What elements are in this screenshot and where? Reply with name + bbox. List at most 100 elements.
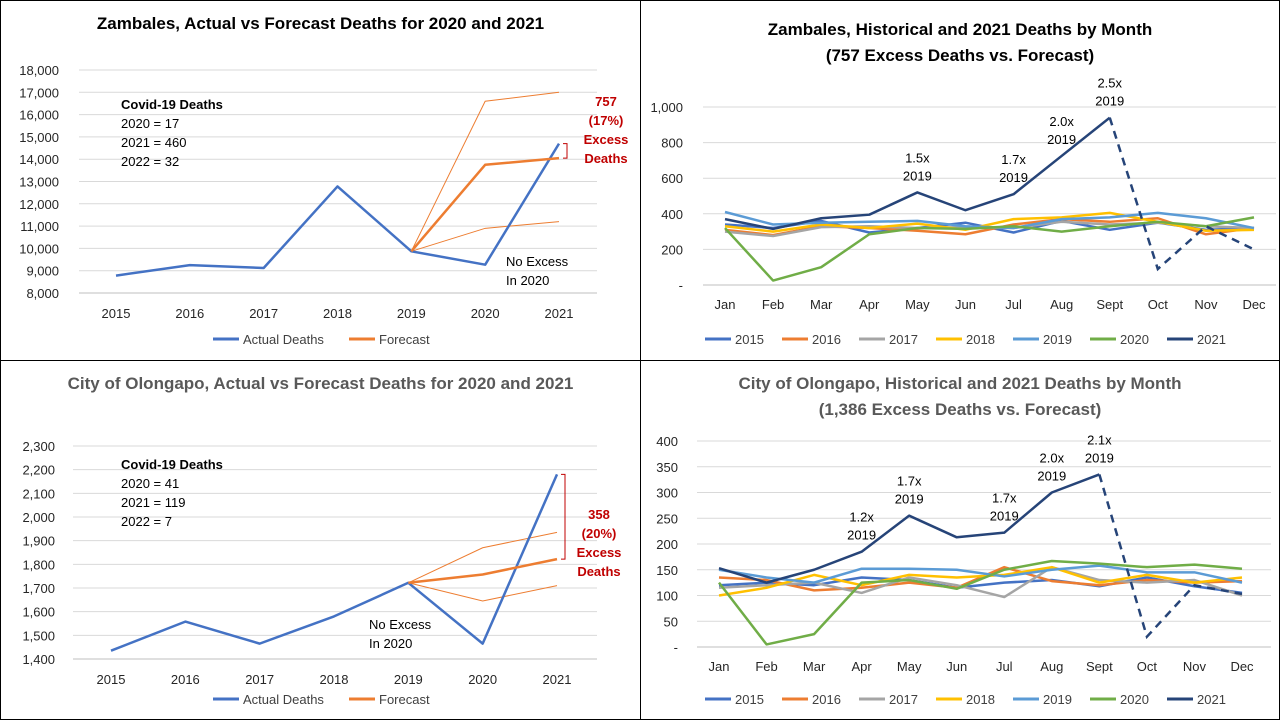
y-tick-label: 9,000 bbox=[26, 264, 59, 279]
forecast-upper-bound-line bbox=[410, 91, 560, 252]
series-line-actual-deaths bbox=[110, 473, 559, 652]
x-tick-label: 2020 bbox=[471, 306, 500, 321]
x-tick-label: 2020 bbox=[468, 672, 497, 687]
legend-label: 2021 bbox=[1197, 332, 1226, 347]
series-line-2021-projection bbox=[1108, 117, 1255, 272]
annotation-baseline: 2019 bbox=[1085, 450, 1114, 465]
annotation-ratio: 1.2x bbox=[849, 510, 874, 525]
olongapo-annual-chart: City of Olongapo, Actual vs Forecast Dea… bbox=[0, 360, 641, 720]
legend-label: 2016 bbox=[812, 332, 841, 347]
legend-label: Actual Deaths bbox=[243, 692, 324, 707]
y-tick-label: 800 bbox=[661, 136, 683, 151]
annotation-baseline: 2019 bbox=[1047, 132, 1076, 147]
legend-label: 2017 bbox=[889, 692, 918, 707]
annotation-baseline: 2019 bbox=[999, 170, 1028, 185]
x-tick-label: Feb bbox=[762, 297, 784, 312]
series-line-2017 bbox=[718, 565, 1243, 599]
y-tick-label: 11,000 bbox=[20, 219, 59, 234]
y-tick-label: 1,700 bbox=[22, 581, 55, 596]
covid-box-title: Covid-19 Deaths bbox=[121, 97, 223, 112]
y-tick-label: 50 bbox=[664, 614, 678, 629]
zambales-monthly-plot: - 200 400 600 800 1,000 Jan Feb Mar Apr May Jun Jul A… bbox=[650, 76, 1276, 347]
chart-title: Zambales, Actual vs Forecast Deaths for … bbox=[96, 14, 545, 33]
excess-label: Excess bbox=[577, 545, 622, 560]
no-excess-label: No Excess bbox=[369, 617, 432, 632]
excess-label: 757 bbox=[595, 94, 617, 109]
no-excess-label: In 2020 bbox=[506, 273, 549, 288]
y-tick-label: 18,000 bbox=[19, 63, 59, 78]
covid-box-line: 2021 = 119 bbox=[121, 495, 185, 510]
excess-label: Deaths bbox=[584, 151, 627, 166]
annotation-ratio: 2.5x bbox=[1097, 76, 1122, 91]
annotation-baseline: 2019 bbox=[903, 168, 932, 183]
y-tick-label: 300 bbox=[656, 486, 678, 501]
x-tick-label: Sept bbox=[1096, 297, 1123, 312]
legend-label: 2019 bbox=[1043, 332, 1072, 347]
annotation-baseline: 2019 bbox=[990, 509, 1019, 524]
y-tick-label: 100 bbox=[656, 589, 678, 604]
annotation-baseline: 2019 bbox=[895, 492, 924, 507]
y-tick-label: 15,000 bbox=[19, 130, 59, 145]
y-tick-label: 13,000 bbox=[19, 175, 59, 190]
legend-label: 2016 bbox=[812, 692, 841, 707]
series-line-2021 bbox=[724, 116, 1111, 231]
x-tick-label: 2018 bbox=[323, 306, 352, 321]
series-line-2018 bbox=[718, 565, 1243, 597]
series-line-actual-deaths bbox=[115, 142, 561, 277]
x-tick-label: 2016 bbox=[171, 672, 200, 687]
excess-bracket bbox=[561, 473, 566, 560]
legend-label: Forecast bbox=[379, 692, 430, 707]
y-tick-label: 2,300 bbox=[22, 439, 55, 454]
series-line-2021 bbox=[718, 473, 1100, 584]
chart-title: City of Olongapo, Actual vs Forecast Dea… bbox=[67, 374, 574, 393]
x-tick-label: Nov bbox=[1194, 297, 1218, 312]
y-tick-label: 2,000 bbox=[22, 510, 55, 525]
legend-label: 2018 bbox=[966, 692, 995, 707]
legend-label: 2015 bbox=[735, 692, 764, 707]
x-tick-label: Jan bbox=[715, 297, 736, 312]
x-tick-label: 2017 bbox=[245, 672, 274, 687]
annotation-ratio: 1.7x bbox=[897, 474, 922, 489]
x-tick-label: Jan bbox=[709, 659, 730, 674]
forecast-upper-bound-line bbox=[408, 531, 558, 584]
y-tick-label: 1,600 bbox=[22, 605, 55, 620]
covid-box-line: 2022 = 32 bbox=[121, 154, 179, 169]
series-line-2020 bbox=[724, 216, 1255, 282]
x-tick-label: Oct bbox=[1148, 297, 1169, 312]
excess-label: (20%) bbox=[582, 526, 617, 541]
series-line-forecast bbox=[410, 156, 560, 253]
x-tick-label: 2016 bbox=[175, 306, 204, 321]
y-tick-label: 1,000 bbox=[650, 100, 683, 115]
legend-label: Actual Deaths bbox=[243, 332, 324, 347]
chart-title-line-2: (757 Excess Deaths vs. Forecast) bbox=[825, 46, 1095, 65]
series-line-2016 bbox=[718, 565, 1243, 592]
y-tick-label: 600 bbox=[661, 171, 683, 186]
series-line-2019 bbox=[718, 564, 1243, 584]
chart-title-line-2: (1,386 Excess Deaths vs. Forecast) bbox=[818, 400, 1102, 419]
legend-label: 2018 bbox=[966, 332, 995, 347]
legend-label: 2020 bbox=[1120, 692, 1149, 707]
x-tick-label: May bbox=[905, 297, 930, 312]
x-tick-label: May bbox=[897, 659, 922, 674]
y-tick-label: 2,100 bbox=[22, 486, 55, 501]
no-excess-label: In 2020 bbox=[369, 636, 412, 651]
x-tick-label: Dec bbox=[1242, 297, 1266, 312]
x-tick-label: 2015 bbox=[97, 672, 126, 687]
zambales-annual-plot: 8,000 9,000 10,000 11,000 12,000 13,000 14,000… bbox=[19, 63, 629, 347]
legend-label: 2019 bbox=[1043, 692, 1072, 707]
x-tick-label: Jul bbox=[996, 659, 1013, 674]
legend-label: 2017 bbox=[889, 332, 918, 347]
x-tick-label: Feb bbox=[755, 659, 777, 674]
excess-label: Excess bbox=[584, 132, 629, 147]
x-tick-label: Mar bbox=[810, 297, 833, 312]
x-tick-label: 2017 bbox=[249, 306, 278, 321]
excess-label: Deaths bbox=[577, 564, 620, 579]
x-tick-label: Aug bbox=[1050, 297, 1073, 312]
legend-label: 2020 bbox=[1120, 332, 1149, 347]
x-tick-label: Nov bbox=[1183, 659, 1207, 674]
x-tick-label: 2015 bbox=[102, 306, 131, 321]
x-tick-label: Dec bbox=[1230, 659, 1254, 674]
y-tick-label: 400 bbox=[656, 434, 678, 449]
legend-label: 2021 bbox=[1197, 692, 1226, 707]
